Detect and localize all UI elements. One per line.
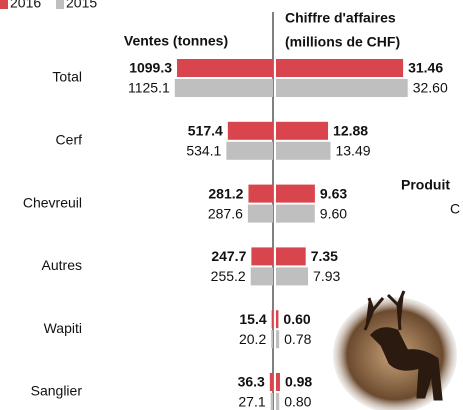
sales-label: 20.2: [239, 331, 266, 347]
revenue-bar: [276, 267, 308, 285]
sales-bar: [271, 393, 273, 410]
sales-bar: [251, 247, 273, 265]
sales-bar: [271, 330, 273, 348]
category-label: Sanglier: [31, 383, 83, 399]
sales-bar: [177, 59, 273, 77]
left-title: Ventes (tonnes): [124, 33, 228, 49]
sales-label: 517.4: [188, 123, 223, 139]
revenue-bar: [276, 205, 315, 223]
sales-label: 15.4: [239, 311, 266, 327]
sales-label: 27.1: [238, 394, 265, 410]
sales-label: 247.7: [211, 248, 246, 264]
right-title: Chiffre d'affaires: [285, 10, 396, 26]
revenue-label: 13.49: [335, 143, 370, 159]
sales-bar: [175, 79, 273, 97]
right-title: (millions de CHF): [285, 34, 400, 50]
sales-label: 534.1: [186, 143, 221, 159]
revenue-bar: [276, 330, 279, 348]
revenue-label: 0.78: [284, 331, 311, 347]
deer-image: [333, 291, 457, 410]
sales-label: 281.2: [208, 185, 243, 201]
revenue-label: 7.35: [311, 248, 338, 264]
sales-bar: [251, 267, 273, 285]
revenue-bar: [276, 79, 408, 97]
sales-bar: [270, 373, 273, 391]
revenue-bar: [276, 122, 328, 140]
legend-label: 2016: [10, 0, 41, 11]
annotation: C: [450, 201, 460, 217]
sales-bar: [248, 205, 273, 223]
revenue-label: 0.98: [285, 374, 312, 390]
sales-bar: [228, 122, 273, 140]
revenue-label: 31.46: [408, 60, 443, 76]
category-label: Autres: [42, 257, 82, 273]
sales-label: 36.3: [238, 374, 265, 390]
revenue-label: 9.60: [320, 205, 347, 221]
legend-swatch: [56, 0, 64, 9]
sales-label: 1099.3: [129, 60, 172, 76]
sales-bar: [226, 142, 273, 160]
revenue-label: 0.60: [283, 311, 310, 327]
revenue-bar: [276, 247, 306, 265]
sales-bar: [272, 310, 273, 328]
chart: Ventes (tonnes) Chiffre d'affaires (mill…: [0, 0, 463, 410]
revenue-label: 0.80: [284, 394, 311, 410]
sales-label: 1125.1: [128, 80, 170, 96]
category-label: Cerf: [56, 132, 83, 148]
revenue-bar: [276, 59, 403, 77]
revenue-label: 9.63: [320, 185, 347, 201]
legend-label: 2015: [66, 0, 97, 11]
legend-swatch: [0, 0, 8, 9]
revenue-bar: [276, 310, 278, 328]
sales-bar: [248, 185, 273, 203]
revenue-label: 12.88: [333, 123, 368, 139]
revenue-label: 7.93: [313, 268, 340, 284]
category-label: Wapiti: [44, 320, 82, 336]
sales-label: 255.2: [211, 268, 246, 284]
category-label: Total: [52, 69, 82, 85]
category-label: Chevreuil: [23, 194, 82, 210]
revenue-label: 32.60: [413, 80, 448, 96]
revenue-bar: [276, 185, 315, 203]
revenue-bar: [276, 142, 330, 160]
annotation: Produit: [401, 177, 450, 193]
revenue-bar: [276, 393, 279, 410]
revenue-bar: [276, 373, 280, 391]
sales-label: 287.6: [208, 205, 243, 221]
